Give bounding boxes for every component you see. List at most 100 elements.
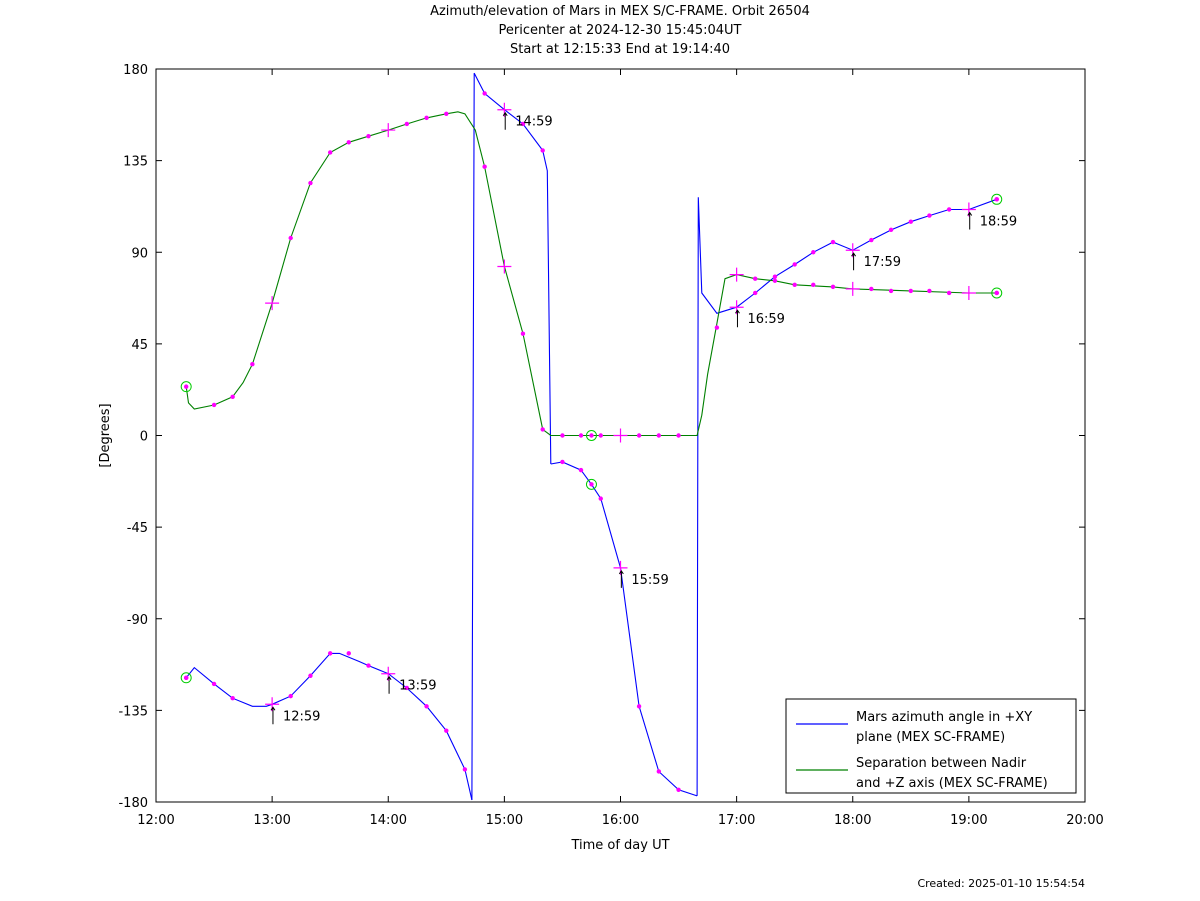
azimuth-marker (462, 767, 468, 772)
separation-marker (994, 290, 999, 296)
x-tick-label: 20:00 (1066, 813, 1103, 828)
separation-marker (753, 276, 758, 281)
azimuth-marker (444, 728, 449, 733)
chart-subtitle-timespan: Start at 12:15:33 End at 19:14:40 (509, 42, 731, 57)
separation-marker (772, 278, 778, 283)
legend-label-azimuth: Mars azimuth angle in +XY (856, 710, 1032, 725)
time-label-arrow (967, 211, 973, 230)
separation-marker (714, 325, 720, 330)
azimuth-marker (811, 250, 816, 255)
separation-hour-mark (845, 281, 860, 296)
separation-marker (656, 433, 662, 438)
azimuth-marker (211, 681, 217, 687)
azimuth-marker (183, 675, 189, 680)
separation-marker (250, 362, 255, 367)
y-tick-label: -135 (118, 704, 148, 719)
legend-label-separation: Separation between Nadir (856, 756, 1027, 771)
azimuth-series-line (696, 197, 997, 796)
time-label-arrow (270, 706, 276, 725)
separation-marker (636, 433, 642, 438)
azimuth-marker (560, 459, 565, 465)
x-tick-label: 15:00 (486, 813, 523, 828)
azimuth-marker (753, 290, 758, 296)
azimuth-series-line (550, 461, 698, 797)
time-label-arrow (735, 309, 740, 328)
x-tick-label: 18:00 (834, 813, 871, 828)
time-label-arrow (851, 252, 857, 271)
azimuth-marker (676, 787, 681, 792)
azimuth-marker (578, 467, 584, 473)
separation-marker (346, 140, 351, 145)
y-tick-label: 180 (123, 63, 148, 78)
azimuth-marker (888, 227, 894, 233)
azimuth-marker (288, 693, 293, 699)
azimuth-series-line (471, 72, 552, 801)
time-label: 14:59 (515, 115, 552, 130)
y-tick-label: -45 (127, 521, 148, 536)
azimuth-marker (636, 704, 642, 709)
separation-event-circle (180, 381, 192, 393)
y-tick-label: 0 (140, 430, 148, 445)
legend-label-azimuth: plane (MEX SC-FRAME) (856, 730, 1005, 745)
azimuth-marker (772, 274, 778, 279)
separation-marker (676, 433, 681, 438)
separation-hour-mark (729, 267, 744, 282)
y-tick-label: 45 (131, 338, 148, 353)
time-label-arrow (502, 111, 508, 130)
azimuth-marker (598, 496, 603, 501)
azimuth-marker (540, 148, 545, 153)
separation-marker (560, 433, 565, 438)
azimuth-marker (482, 91, 487, 96)
separation-marker (598, 433, 603, 438)
x-tick-label: 12:00 (137, 813, 174, 828)
separation-marker (211, 402, 217, 408)
x-tick-label: 14:00 (370, 813, 407, 828)
separation-series-line (185, 111, 997, 437)
azimuth-marker (327, 651, 333, 656)
azimuth-marker (656, 769, 662, 774)
azimuth-marker (520, 121, 526, 127)
time-label: 12:59 (283, 709, 320, 724)
time-label: 15:59 (631, 573, 668, 588)
separation-hour-mark (265, 296, 280, 311)
azimuth-marker (792, 262, 797, 267)
separation-marker (288, 235, 293, 241)
separation-marker (540, 427, 545, 432)
azimuth-event-circle (585, 478, 597, 490)
separation-event-circle (585, 430, 597, 441)
time-label-arrow (618, 569, 624, 588)
azimuth-marker (994, 197, 999, 202)
azimuth-marker (308, 673, 313, 678)
separation-marker (183, 384, 189, 389)
legend-box (785, 698, 1077, 794)
azimuth-marker (230, 695, 235, 701)
time-label-arrow (386, 675, 392, 694)
azimuth-marker (589, 482, 594, 487)
separation-marker (482, 164, 487, 169)
separation-marker (520, 331, 526, 336)
separation-hour-mark (613, 428, 628, 443)
separation-marker (811, 282, 816, 288)
azimuth-series-line (185, 652, 473, 801)
azimuth-marker (346, 651, 351, 656)
y-tick-label: 90 (131, 246, 148, 261)
legend-label-separation: and +Z axis (MEX SC-FRAME) (856, 776, 1048, 791)
separation-marker (869, 286, 874, 292)
azimuth-event-circle (180, 672, 192, 684)
separation-marker (308, 180, 313, 186)
azimuth-marker (927, 213, 932, 218)
separation-marker (589, 433, 594, 438)
time-label: 18:59 (980, 214, 1017, 229)
separation-marker (444, 111, 449, 116)
time-label: 17:59 (864, 255, 901, 270)
separation-marker (908, 288, 914, 294)
separation-marker (830, 284, 836, 290)
separation-marker (578, 433, 584, 438)
separation-marker (424, 115, 429, 121)
separation-marker (230, 394, 235, 400)
separation-marker (927, 288, 932, 294)
x-axis-label: Time of day UT (570, 838, 669, 853)
x-tick-label: 17:00 (718, 813, 755, 828)
azimuth-marker (404, 685, 410, 691)
azimuth-marker (366, 663, 371, 668)
